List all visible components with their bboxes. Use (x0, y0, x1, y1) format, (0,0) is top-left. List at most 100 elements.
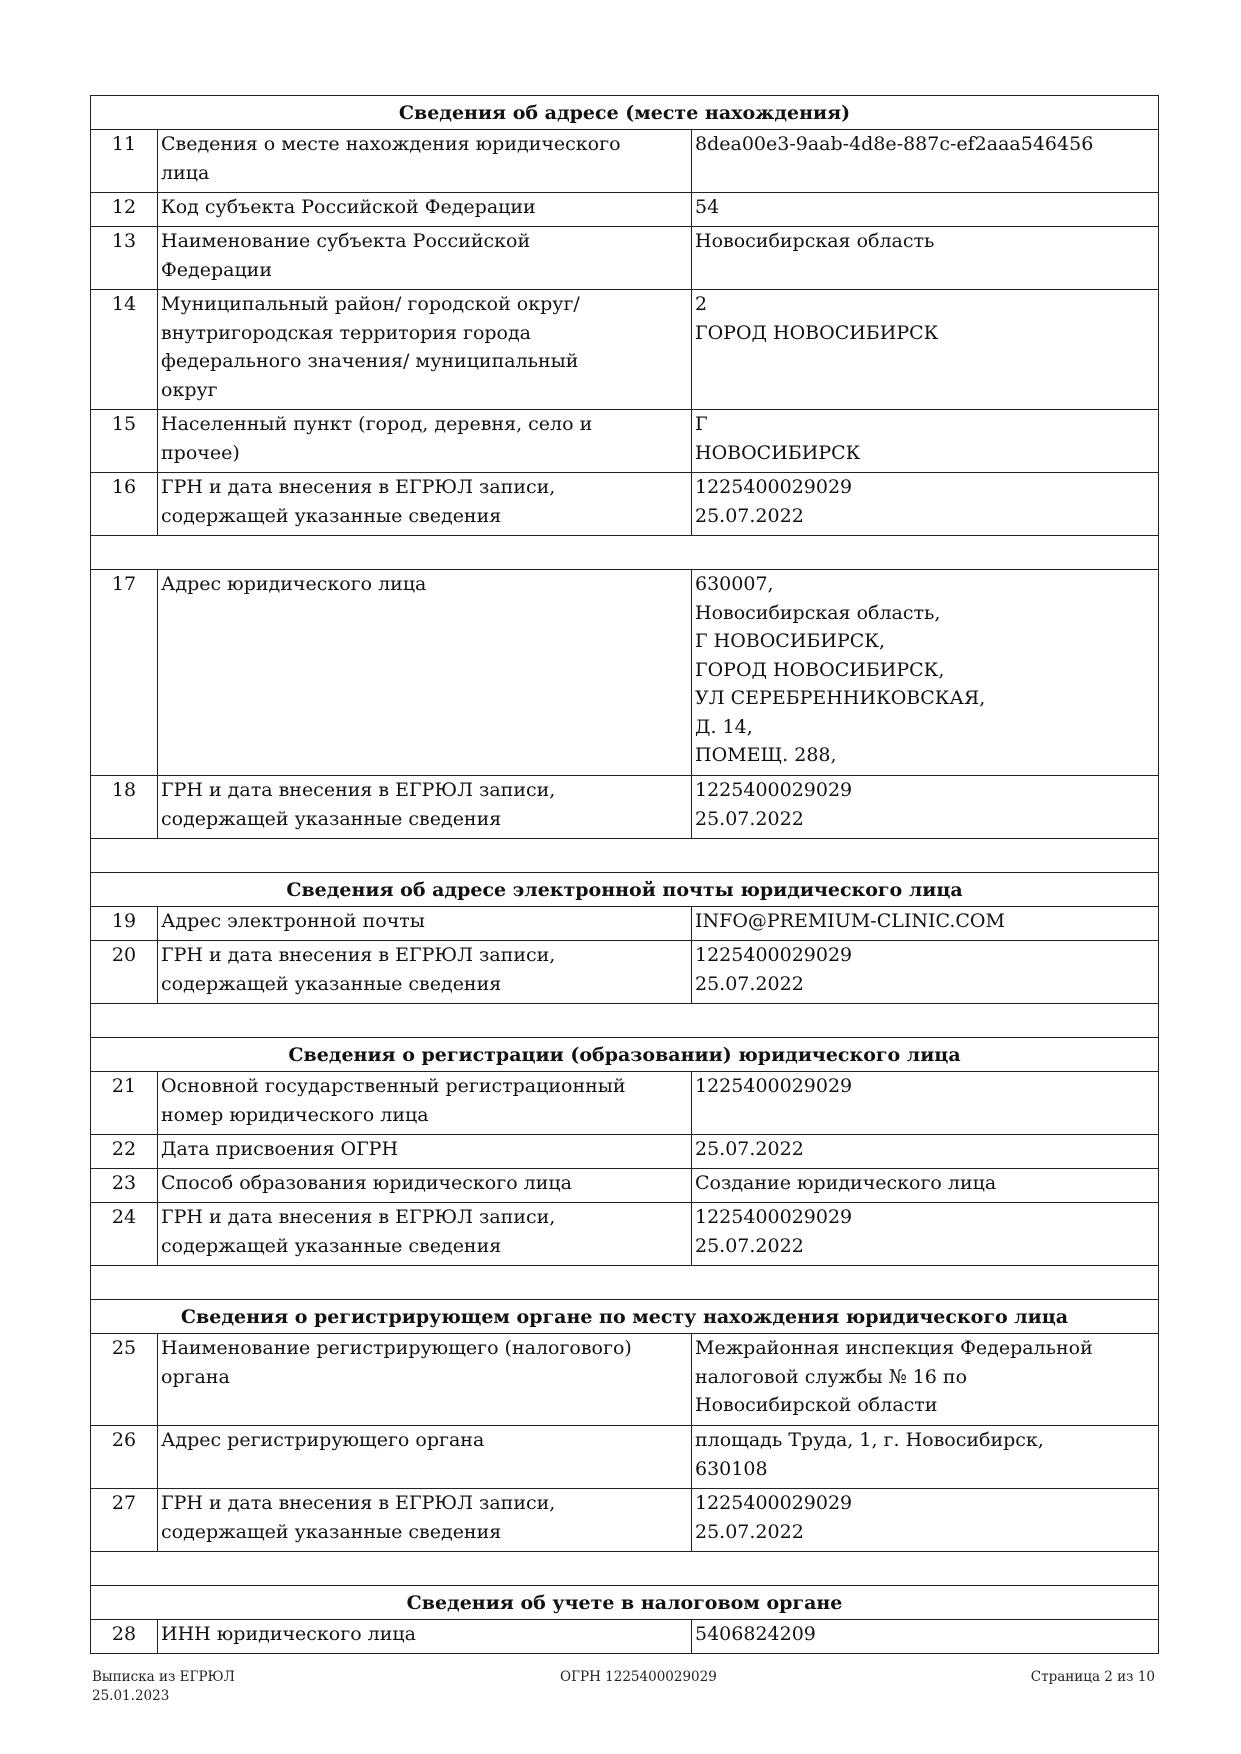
table-row: 22 Дата присвоения ОГРН 25.07.2022 (90, 1134, 1160, 1169)
label-line: ГРН и дата внесения в ЕГРЮЛ записи, (161, 944, 556, 966)
table-row: 11 Сведения о месте нахождения юридическо… (90, 129, 1160, 193)
label-line: Населенный пункт (город, деревня, село и (161, 413, 593, 435)
field-label: ГРН и дата внесения в ЕГРЮЛ записи, содер… (157, 472, 692, 536)
value-line: 25.07.2022 (695, 1138, 804, 1160)
value-line: 1225400029029 (695, 1492, 853, 1514)
value-line: 8dea00e3-9aab-4d8e-887c-ef2aaa546456 (695, 133, 1094, 155)
row-number: 12 (90, 192, 158, 227)
field-value: 1225400029029 25.07.2022 (690, 1202, 1160, 1266)
field-value: Создание юридического лица (690, 1168, 1160, 1203)
field-value: 1225400029029 25.07.2022 (690, 940, 1160, 1004)
table-row: 21 Основной государственный регистрационн… (90, 1071, 1160, 1135)
row-number: 27 (90, 1488, 158, 1552)
value-line: ПОМЕЩ. 288, (695, 744, 837, 766)
value-line: площадь Труда, 1, г. Новосибирск, (695, 1429, 1044, 1451)
table-row: 18 ГРН и дата внесения в ЕГРЮЛ записи, сод… (90, 775, 1160, 839)
label-line: Основной государственный регистрационный (161, 1075, 626, 1097)
field-label: Адрес регистрирующего органа (157, 1425, 692, 1489)
row-number: 13 (90, 226, 158, 290)
table-row: 15 Населенный пункт (город, деревня, село… (90, 409, 1160, 473)
label-line: Дата присвоения ОГРН (161, 1138, 399, 1160)
label-line: округ (161, 378, 218, 401)
table-row: 14 Муниципальный район/ городской округ/в… (90, 289, 1160, 410)
field-value: INFO@PREMIUM-CLINIC.COM (690, 906, 1160, 941)
table-row: 13 Наименование субъекта Российской Федера… (90, 226, 1160, 290)
value-line: 1225400029029 (695, 944, 853, 966)
table-row: 23 Способ образования юридического лица Со… (90, 1168, 1160, 1203)
spacer-row (89, 1551, 1160, 1586)
field-value: Межрайонная инспекция Федеральной налогов… (690, 1333, 1160, 1426)
section-header-row: Сведения об адресе электронной почты юри… (89, 872, 1160, 907)
value-line: 25.07.2022 (695, 807, 804, 830)
field-label: ГРН и дата внесения в ЕГРЮЛ записи, содер… (157, 940, 692, 1004)
field-label: Наименование субъекта Российской Федераци… (157, 226, 692, 290)
label-line: номер юридического лица (161, 1103, 429, 1126)
field-label: Сведения о месте нахождения юридического… (157, 129, 692, 193)
blank-cell (89, 1551, 1160, 1586)
field-label: Код субъекта Российской Федерации (157, 192, 692, 227)
table-row: 27 ГРН и дата внесения в ЕГРЮЛ записи, сод… (90, 1488, 1160, 1552)
row-number: 22 (90, 1134, 158, 1169)
value-line: 630108 (695, 1457, 768, 1480)
value-line: ГОРОД НОВОСИБИРСК, (695, 658, 945, 681)
row-number: 23 (90, 1168, 158, 1203)
label-line: ИНН юридического лица (161, 1623, 416, 1645)
label-line: Адрес электронной почты (161, 910, 425, 932)
field-value: 2 ГОРОД НОВОСИБИРСК (690, 289, 1160, 410)
spacer-row (89, 838, 1160, 873)
label-line: Муниципальный район/ городской округ/ (161, 293, 580, 315)
field-value: 25.07.2022 (690, 1134, 1160, 1169)
spacer-row (89, 1265, 1160, 1300)
value-line: ГОРОД НОВОСИБИРСК (695, 321, 939, 344)
value-line: налоговой службы № 16 по (695, 1365, 968, 1388)
value-line: 25.07.2022 (695, 1234, 804, 1257)
value-line: INFO@PREMIUM-CLINIC.COM (695, 910, 1005, 932)
footer-ogrn: ОГРН 1225400029029 (560, 1669, 717, 1685)
row-number: 18 (90, 775, 158, 839)
label-line: содержащей указанные сведения (161, 972, 502, 995)
blank-cell (89, 838, 1160, 873)
spacer-row (89, 1003, 1160, 1038)
row-number: 11 (90, 129, 158, 193)
label-line: ГРН и дата внесения в ЕГРЮЛ записи, (161, 1206, 556, 1228)
field-label: Способ образования юридического лица (157, 1168, 692, 1203)
field-value: 54 (690, 192, 1160, 227)
value-line: Г (695, 413, 708, 435)
field-label: Дата присвоения ОГРН (157, 1134, 692, 1169)
label-line: Наименование регистрирующего (налогового… (161, 1337, 632, 1359)
label-line: Способ образования юридического лица (161, 1172, 572, 1194)
section-title: Сведения об адресе (месте нахождения) (89, 95, 1160, 130)
row-number: 26 (90, 1425, 158, 1489)
field-value: Г НОВОСИБИРСК (690, 409, 1160, 473)
table-row: 25 Наименование регистрирующего (налогово… (90, 1333, 1160, 1426)
section-title: Сведения о регистрации (образовании) юри… (89, 1037, 1160, 1072)
table-row: 24 ГРН и дата внесения в ЕГРЮЛ записи, сод… (90, 1202, 1160, 1266)
field-value: 1225400029029 25.07.2022 (690, 472, 1160, 536)
section-title: Сведения о регистрирующем органе по мест… (89, 1299, 1160, 1334)
table-row: 20 ГРН и дата внесения в ЕГРЮЛ записи, сод… (90, 940, 1160, 1004)
table-row: 16 ГРН и дата внесения в ЕГРЮЛ записи, сод… (90, 472, 1160, 536)
table-row: 12 Код субъекта Российской Федерации 54 (90, 192, 1160, 227)
value-line: Г НОВОСИБИРСК, (695, 630, 886, 652)
footer-left: Выписка из ЕГРЮЛ 25.01.2023 (92, 1668, 235, 1706)
label-line: федерального значения/ муниципальный (161, 350, 579, 372)
footer-doc-title: Выписка из ЕГРЮЛ (92, 1669, 235, 1685)
field-value: 1225400029029 (690, 1071, 1160, 1135)
value-line: 25.07.2022 (695, 972, 804, 995)
value-line: 5406824209 (695, 1623, 816, 1645)
field-label: Муниципальный район/ городской округ/вну… (157, 289, 692, 410)
field-label: ГРН и дата внесения в ЕГРЮЛ записи, содер… (157, 1488, 692, 1552)
row-number: 28 (90, 1619, 158, 1654)
section-header-row: Сведения об учете в налоговом органе (89, 1585, 1160, 1620)
field-value: Новосибирская область (690, 226, 1160, 290)
field-label: ГРН и дата внесения в ЕГРЮЛ записи, содер… (157, 1202, 692, 1266)
section-header-row: Сведения о регистрирующем органе по мест… (89, 1299, 1160, 1334)
footer-date: 25.01.2023 (92, 1688, 170, 1704)
field-value: 630007, Новосибирская область, Г НОВОСИБИР… (690, 569, 1160, 776)
label-line: внутригородская территория города (161, 321, 532, 344)
value-line: Межрайонная инспекция Федеральной (695, 1337, 1093, 1359)
value-line: Новосибирская область, (695, 601, 941, 624)
value-line: Д. 14, (695, 715, 753, 738)
row-number: 14 (90, 289, 158, 410)
value-line: НОВОСИБИРСК (695, 441, 861, 464)
